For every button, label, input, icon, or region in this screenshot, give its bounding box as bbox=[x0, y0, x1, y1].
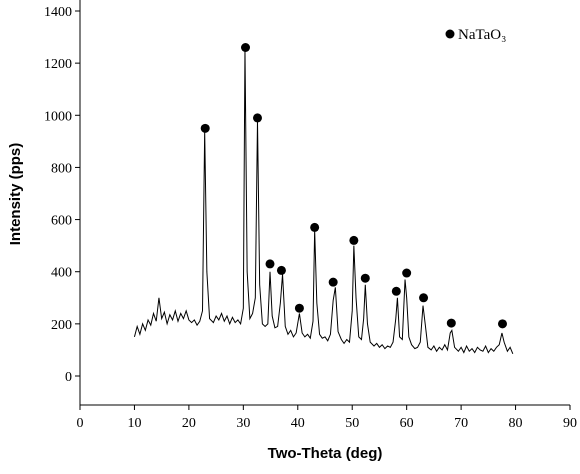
peak-marker bbox=[349, 235, 359, 245]
legend-marker bbox=[445, 29, 455, 39]
x-tick-label: 20 bbox=[182, 416, 196, 431]
peak-marker bbox=[446, 318, 456, 328]
x-tick-label: 10 bbox=[127, 416, 141, 431]
xrd-line bbox=[133, 47, 514, 355]
y-tick-label: 0 bbox=[65, 370, 72, 385]
x-tick-label: 30 bbox=[236, 416, 250, 431]
x-tick-label: 90 bbox=[563, 416, 577, 431]
x-tick-label: 40 bbox=[291, 416, 305, 431]
y-tick-label: 600 bbox=[51, 214, 72, 229]
peak-marker bbox=[497, 319, 507, 329]
peak-marker bbox=[252, 113, 262, 123]
y-axis-label: Intensity (pps) bbox=[7, 143, 24, 246]
y-tick-label: 1200 bbox=[44, 57, 72, 72]
x-tick-label: 0 bbox=[77, 416, 84, 431]
peak-marker bbox=[265, 259, 275, 269]
peak-marker bbox=[310, 222, 320, 232]
y-tick-label: 400 bbox=[51, 266, 72, 281]
y-tick-label: 200 bbox=[51, 318, 72, 333]
peak-marker bbox=[402, 268, 412, 278]
peak-marker bbox=[200, 123, 210, 133]
peak-marker bbox=[391, 286, 401, 296]
peak-marker bbox=[241, 43, 251, 52]
y-tick-label: 800 bbox=[51, 161, 72, 176]
peak-marker bbox=[328, 277, 338, 287]
x-tick-label: 50 bbox=[345, 416, 359, 431]
peak-marker bbox=[360, 273, 370, 283]
y-tick-label: 1000 bbox=[44, 109, 72, 124]
legend-label: NaTaO₃ bbox=[458, 27, 506, 43]
x-tick-label: 60 bbox=[400, 416, 414, 431]
x-tick-label: 70 bbox=[454, 416, 468, 431]
peak-marker bbox=[419, 293, 429, 303]
peak-marker bbox=[276, 265, 286, 275]
x-axis-label: Two-Theta (deg) bbox=[268, 445, 383, 462]
peak-marker bbox=[294, 303, 304, 313]
y-tick-label: 1400 bbox=[44, 5, 72, 20]
x-tick-label: 80 bbox=[509, 416, 523, 431]
